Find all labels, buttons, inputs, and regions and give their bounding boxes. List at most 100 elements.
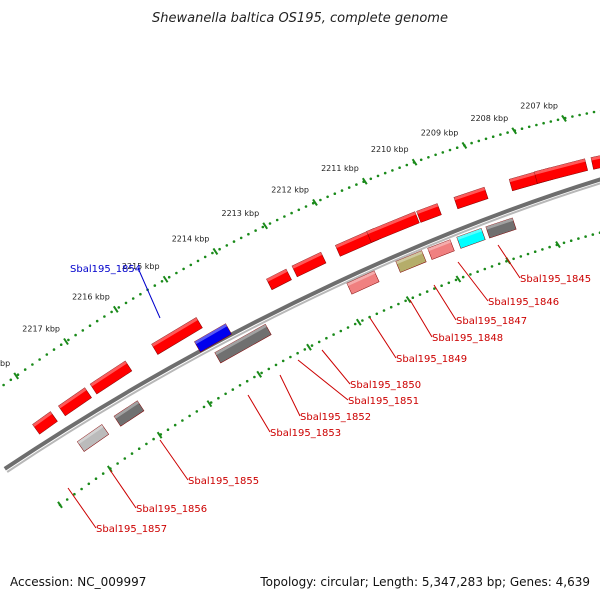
ruler-dot xyxy=(526,252,530,256)
ruler-dot xyxy=(195,410,199,413)
cds-feature-body xyxy=(590,152,600,170)
ruler-dot xyxy=(245,379,249,383)
kbp-label: 2218 kbp xyxy=(0,359,10,368)
ruler-dot xyxy=(368,315,371,319)
ruler-dot xyxy=(490,265,494,268)
cds-feature xyxy=(453,186,489,210)
ruler-dot xyxy=(166,428,170,432)
ruler-dot xyxy=(448,148,452,152)
kbp-tick xyxy=(262,222,269,230)
cds-feature-shine xyxy=(366,211,416,235)
ruler-dot xyxy=(404,299,407,303)
cds-feature-body xyxy=(58,387,92,417)
ruler-dot xyxy=(548,245,551,249)
cds-feature-shine xyxy=(590,152,600,161)
cds-feature-body xyxy=(266,268,292,291)
ruler-dot xyxy=(419,158,423,162)
ruler-tick xyxy=(156,431,163,439)
ruler-tick xyxy=(555,241,561,249)
ruler-dot xyxy=(340,189,344,192)
ruler-kbp-labels: 2207 kbp 2208 kbp 2209 kbp 2210 kbp 2211 kbp… xyxy=(0,101,567,380)
ruler-dot xyxy=(585,112,589,115)
gene-label-line xyxy=(497,244,521,279)
backbone-outer xyxy=(3,177,600,471)
gene-labels: Sbal195_1845 Sbal195_1846 Sbal195_1847 Sbal… xyxy=(70,264,591,535)
gene-label: Sbal195_1855 xyxy=(188,476,259,487)
gray-feature-shine xyxy=(77,424,104,445)
cds-feature xyxy=(590,152,600,170)
ruler-dot xyxy=(347,186,351,189)
backbone-inner xyxy=(6,182,600,473)
ruler-tick xyxy=(57,501,63,509)
ruler-dot xyxy=(519,255,523,258)
ruler-dot xyxy=(527,125,531,129)
kbp-tick xyxy=(212,247,219,255)
gene-label: Sbal195_1854 xyxy=(70,264,141,275)
kbp-label: 2210 kbp xyxy=(371,145,409,154)
ruler-dot xyxy=(130,452,134,455)
gene-label: Sbal195_1856 xyxy=(136,504,207,515)
ruler-dot xyxy=(427,156,430,159)
olive-feature-body xyxy=(395,250,427,273)
ruler-dot xyxy=(145,442,148,446)
gene-label: Sbal195_1848 xyxy=(432,333,503,344)
cds-feature-body xyxy=(453,186,489,210)
ruler-dot xyxy=(218,247,221,251)
ruler-dot xyxy=(476,270,479,274)
gray-feature-shine xyxy=(114,400,140,419)
ruler-tick xyxy=(455,275,462,283)
cyan-feature xyxy=(456,228,486,249)
ruler-dot xyxy=(569,239,573,242)
ruler-dot xyxy=(153,284,157,287)
gene-label-line xyxy=(409,299,433,338)
genome-info-text: Topology: circular; Length: 5,347,283 bp… xyxy=(259,575,590,589)
ruler-dot xyxy=(577,237,580,240)
ruler-dot xyxy=(304,205,308,208)
ruler-tick xyxy=(256,370,263,378)
cds-feature-shine xyxy=(90,360,127,387)
ruler-dot xyxy=(325,336,328,340)
map-title: Shewanella baltica OS195, complete genom… xyxy=(152,11,448,26)
ruler-dot xyxy=(346,326,350,329)
gene-label: Sbal195_1846 xyxy=(488,297,559,308)
ruler-dot xyxy=(238,384,242,387)
ruler-dot xyxy=(110,310,113,314)
ruler-dot xyxy=(382,309,386,312)
ruler-dot xyxy=(275,218,279,222)
ruler-dot xyxy=(103,315,106,318)
olive-feature-shine xyxy=(395,250,423,265)
kbp-label: 2209 kbp xyxy=(421,128,459,137)
ruler-dot xyxy=(281,359,285,363)
olive-feature xyxy=(395,250,427,273)
cds-feature-body xyxy=(416,203,442,223)
cds-feature-body xyxy=(291,251,327,278)
ruler-dot xyxy=(173,423,177,427)
cds-feature xyxy=(266,268,292,291)
ruler-dot xyxy=(274,363,278,367)
ruler-dot xyxy=(398,166,401,169)
blue-feature-body xyxy=(194,323,232,353)
ruler-dot xyxy=(369,177,373,181)
ruler-dot xyxy=(52,348,56,351)
gray-feature xyxy=(485,217,517,239)
gray-feature-shine xyxy=(214,324,267,356)
ruler-dot xyxy=(333,192,337,195)
ruler-dot xyxy=(571,115,574,118)
ruler-tick xyxy=(206,400,213,408)
ruler-dot xyxy=(261,225,265,229)
ruler-dot xyxy=(67,338,70,342)
light-cds-feature xyxy=(346,270,380,295)
ruler-dot xyxy=(533,250,537,253)
kbp-label: 2211 kbp xyxy=(321,164,359,173)
ruler-dot xyxy=(469,273,472,276)
gene-label: Sbal195_1847 xyxy=(456,316,527,327)
cds-feature-shine xyxy=(534,158,586,175)
ruler-dot xyxy=(254,229,257,232)
kbp-label: 2216 kbp xyxy=(72,292,110,301)
ruler-dot xyxy=(175,271,178,275)
ruler-dot xyxy=(542,121,545,125)
gene-label-line xyxy=(67,487,97,529)
ruler-dot xyxy=(196,259,200,263)
gene-label-line xyxy=(457,261,489,302)
ruler-dot xyxy=(319,198,322,202)
